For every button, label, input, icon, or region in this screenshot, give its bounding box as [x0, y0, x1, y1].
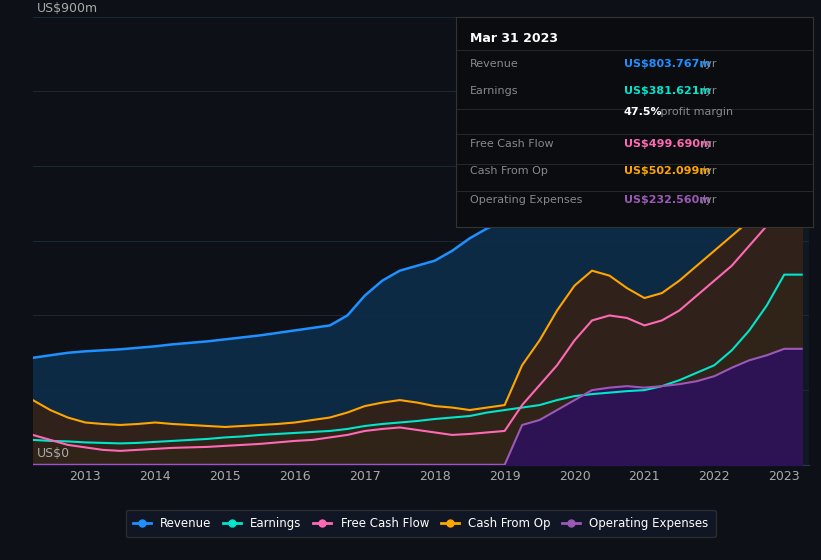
- Text: /yr: /yr: [698, 195, 717, 206]
- Text: US$381.621m: US$381.621m: [623, 86, 710, 96]
- Text: US$900m: US$900m: [37, 2, 98, 15]
- Text: /yr: /yr: [698, 166, 717, 176]
- Text: Free Cash Flow: Free Cash Flow: [470, 139, 553, 148]
- Text: /yr: /yr: [698, 59, 717, 69]
- Text: US$0: US$0: [37, 447, 70, 460]
- Text: US$803.767m: US$803.767m: [623, 59, 710, 69]
- Text: Revenue: Revenue: [470, 59, 519, 69]
- Text: 47.5%: 47.5%: [623, 107, 662, 117]
- Text: /yr: /yr: [698, 139, 717, 148]
- Text: US$232.560m: US$232.560m: [623, 195, 710, 206]
- Bar: [725, 17, 809, 465]
- Text: Earnings: Earnings: [470, 86, 518, 96]
- Text: Operating Expenses: Operating Expenses: [470, 195, 582, 206]
- Text: profit margin: profit margin: [658, 107, 733, 117]
- Text: US$502.099m: US$502.099m: [623, 166, 710, 176]
- Text: Mar 31 2023: Mar 31 2023: [470, 31, 558, 44]
- Text: Cash From Op: Cash From Op: [470, 166, 548, 176]
- Text: /yr: /yr: [698, 86, 717, 96]
- Legend: Revenue, Earnings, Free Cash Flow, Cash From Op, Operating Expenses: Revenue, Earnings, Free Cash Flow, Cash …: [126, 510, 716, 537]
- Text: US$499.690m: US$499.690m: [623, 139, 711, 148]
